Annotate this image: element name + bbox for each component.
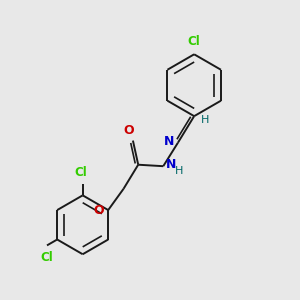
Text: Cl: Cl — [188, 35, 200, 48]
Text: H: H — [175, 166, 184, 176]
Text: O: O — [123, 124, 134, 137]
Text: Cl: Cl — [75, 166, 88, 179]
Text: Cl: Cl — [40, 251, 53, 264]
Text: N: N — [166, 158, 176, 171]
Text: H: H — [201, 115, 209, 125]
Text: O: O — [93, 204, 104, 217]
Text: N: N — [164, 135, 174, 148]
